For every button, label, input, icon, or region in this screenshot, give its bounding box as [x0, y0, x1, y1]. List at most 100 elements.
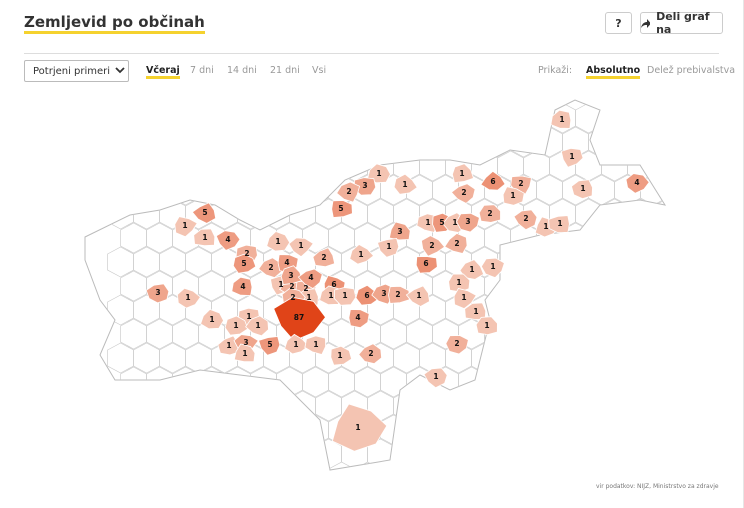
municipality	[302, 126, 329, 158]
municipality	[276, 174, 303, 206]
municipality	[419, 102, 446, 134]
municipality	[588, 318, 615, 350]
municipality-region	[444, 232, 468, 254]
region-value: 3	[243, 338, 248, 347]
region-value: 1	[557, 219, 562, 228]
municipality	[354, 126, 381, 158]
municipality-region	[475, 316, 498, 336]
municipality	[237, 438, 264, 470]
municipality	[185, 390, 212, 422]
municipality	[523, 294, 550, 326]
municipality	[627, 294, 654, 326]
help-button[interactable]: ?	[605, 12, 632, 34]
region-value: 1	[433, 372, 438, 381]
municipality-region	[245, 315, 269, 337]
period-tab[interactable]: 14 dni	[227, 65, 257, 76]
region-value: 2	[395, 290, 400, 299]
municipality	[172, 414, 199, 446]
region-value: 1	[233, 321, 238, 330]
region-value: 4	[634, 178, 639, 187]
municipality-region	[215, 230, 241, 251]
region-value: 6	[364, 291, 369, 300]
period-tab[interactable]: 21 dni	[270, 65, 300, 76]
municipality-region	[450, 183, 476, 204]
region-value: 1	[313, 340, 318, 349]
region-value: 2	[461, 188, 466, 197]
show-tab[interactable]: Absolutno	[586, 65, 641, 79]
municipality	[159, 150, 186, 182]
region-value: 1	[559, 115, 564, 124]
municipality	[601, 102, 628, 134]
municipality-region	[297, 268, 323, 289]
period-tab[interactable]: Vsi	[312, 65, 327, 76]
municipality	[146, 414, 173, 446]
municipality	[653, 246, 665, 278]
municipality	[575, 246, 602, 278]
region-value: 6	[331, 280, 336, 289]
municipality	[237, 390, 264, 422]
municipality	[614, 366, 641, 398]
municipality-region	[280, 265, 304, 285]
municipality	[237, 150, 264, 182]
municipality	[614, 270, 641, 302]
municipality	[640, 318, 665, 350]
municipality-region	[423, 367, 448, 389]
municipality	[471, 390, 498, 422]
municipality	[224, 414, 251, 446]
municipality	[315, 102, 342, 134]
region-value: 1	[275, 237, 280, 246]
municipality	[549, 294, 576, 326]
municipality	[653, 438, 665, 470]
municipality	[198, 414, 225, 446]
show-tab[interactable]: Delež prebivalstva	[647, 65, 736, 76]
municipality	[536, 270, 563, 302]
municipality	[107, 438, 134, 470]
municipality	[562, 414, 589, 446]
region-value: 1	[569, 152, 574, 161]
municipality	[276, 414, 303, 446]
municipality	[107, 102, 134, 134]
municipality	[159, 438, 186, 470]
municipality	[406, 126, 433, 158]
municipality	[601, 438, 628, 470]
region-value: 5	[267, 340, 272, 349]
municipality	[614, 414, 641, 446]
share-button[interactable]: Deli graf na	[640, 10, 723, 36]
municipality-region	[231, 276, 253, 296]
municipality-region	[331, 200, 353, 218]
municipality	[510, 366, 537, 398]
municipality	[523, 342, 550, 374]
municipality-region	[420, 235, 446, 257]
municipality-region	[258, 336, 281, 356]
municipality	[211, 390, 238, 422]
municipality	[120, 174, 147, 206]
municipality	[211, 438, 238, 470]
municipality	[406, 414, 433, 446]
region-value: 3	[465, 217, 470, 226]
municipality	[627, 246, 654, 278]
period-tab[interactable]: 7 dni	[190, 65, 214, 76]
municipality	[588, 414, 615, 446]
dropdown[interactable]: Potrjeni primeri	[24, 60, 129, 82]
municipality	[667, 367, 693, 397]
region-value: 2	[321, 253, 326, 262]
municipality-region	[388, 285, 410, 304]
region-value: 2	[268, 263, 273, 272]
municipality	[263, 390, 290, 422]
period-tab[interactable]: Včeraj	[146, 65, 180, 79]
municipality	[562, 318, 589, 350]
municipality	[653, 390, 665, 422]
region-value: 2	[487, 209, 492, 218]
municipality	[263, 150, 290, 182]
municipality-region	[304, 335, 327, 355]
region-value: 6	[490, 177, 495, 186]
region-value: 1	[337, 351, 342, 360]
municipality	[510, 414, 537, 446]
municipality	[250, 174, 277, 206]
municipality-region	[453, 288, 477, 310]
region-value: 1	[473, 307, 478, 316]
region-value: 1	[461, 293, 466, 302]
municipality	[497, 342, 524, 374]
municipality-region	[388, 221, 411, 241]
region-value: 1	[580, 184, 585, 193]
